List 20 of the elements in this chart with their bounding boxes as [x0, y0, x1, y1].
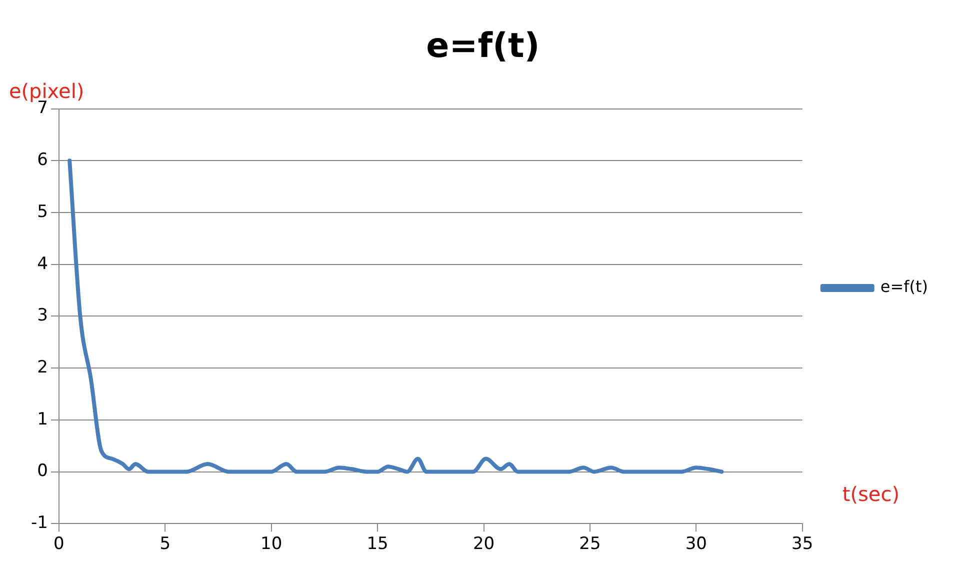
- x-tick-label: 10: [260, 534, 282, 554]
- legend-label: e=f(t): [880, 277, 928, 296]
- x-tick-label: 20: [472, 534, 495, 554]
- line-series: [68, 158, 724, 474]
- x-tick-label: 30: [685, 534, 707, 554]
- x-axis-title: t(sec): [842, 482, 900, 506]
- y-tick-label: 3: [37, 306, 48, 326]
- y-tick-label: 5: [37, 202, 48, 222]
- x-tick-label: 0: [54, 534, 64, 554]
- y-tick-label: 4: [37, 254, 48, 274]
- y-tick-label: 6: [37, 150, 48, 170]
- x-tick-label: 5: [160, 534, 171, 554]
- y-tick-label: 2: [37, 357, 48, 378]
- y-tick-label: 1: [37, 409, 48, 430]
- chart-title: e=f(t): [426, 26, 540, 66]
- y-tick-label: 0: [37, 461, 48, 482]
- y-tick-label: -1: [30, 513, 48, 534]
- x-tick-label: 25: [579, 534, 601, 554]
- x-tick-label: 15: [366, 534, 388, 554]
- x-tick-label: 35: [792, 534, 814, 554]
